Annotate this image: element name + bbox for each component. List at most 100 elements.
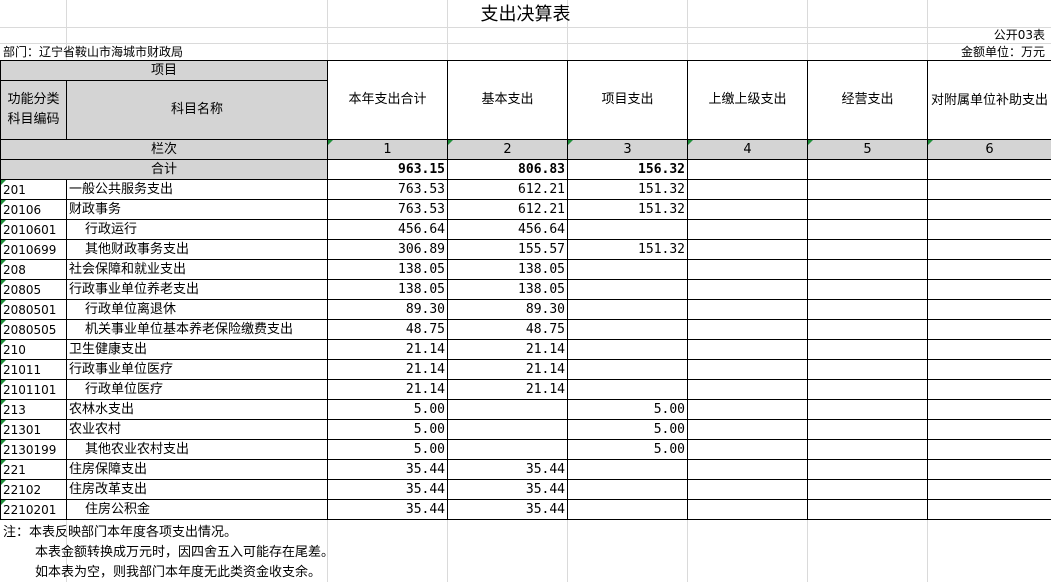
row-cell-project[interactable]: 5.00 [568,420,688,440]
row-cell-basic[interactable]: 89.30 [448,300,568,320]
row-subject-name[interactable]: 行政运行 [67,220,328,240]
row-subject-name[interactable]: 行政单位离退休 [67,300,328,320]
total-cell-subsidy[interactable] [928,160,1051,180]
row-cell-subsidy[interactable] [928,320,1051,340]
row-cell-subsidy[interactable] [928,300,1051,320]
row-cell-total[interactable]: 456.64 [328,220,448,240]
row-cell-project[interactable] [568,380,688,400]
row-cell-operating[interactable] [808,300,928,320]
row-code[interactable]: 2130199 [1,440,67,460]
row-cell-operating[interactable] [808,280,928,300]
row-cell-upper[interactable] [688,240,808,260]
row-cell-basic[interactable]: 138.05 [448,280,568,300]
row-cell-operating[interactable] [808,340,928,360]
row-subject-name[interactable]: 卫生健康支出 [67,340,328,360]
row-cell-subsidy[interactable] [928,220,1051,240]
row-cell-project[interactable] [568,460,688,480]
row-cell-basic[interactable]: 456.64 [448,220,568,240]
row-cell-basic[interactable]: 21.14 [448,380,568,400]
row-cell-upper[interactable] [688,220,808,240]
row-cell-total[interactable]: 89.30 [328,300,448,320]
row-subject-name[interactable]: 住房公积金 [67,500,328,520]
row-cell-operating[interactable] [808,220,928,240]
row-cell-upper[interactable] [688,360,808,380]
row-subject-name[interactable]: 住房保障支出 [67,460,328,480]
row-code[interactable]: 2101101 [1,380,67,400]
row-cell-upper[interactable] [688,440,808,460]
row-cell-operating[interactable] [808,240,928,260]
row-code[interactable]: 210 [1,340,67,360]
row-cell-basic[interactable]: 138.05 [448,260,568,280]
row-cell-subsidy[interactable] [928,200,1051,220]
row-code[interactable]: 208 [1,260,67,280]
row-cell-operating[interactable] [808,500,928,520]
row-cell-upper[interactable] [688,200,808,220]
row-subject-name[interactable]: 机关事业单位基本养老保险缴费支出 [67,320,328,340]
row-cell-total[interactable]: 763.53 [328,180,448,200]
row-code[interactable]: 2010601 [1,220,67,240]
row-subject-name[interactable]: 其他财政事务支出 [67,240,328,260]
row-cell-upper[interactable] [688,380,808,400]
total-cell-total[interactable]: 963.15 [328,160,448,180]
total-cell-upper[interactable] [688,160,808,180]
row-cell-total[interactable]: 138.05 [328,260,448,280]
row-cell-subsidy[interactable] [928,480,1051,500]
row-cell-subsidy[interactable] [928,460,1051,480]
row-code[interactable]: 20106 [1,200,67,220]
row-subject-name[interactable]: 行政事业单位养老支出 [67,280,328,300]
row-cell-basic[interactable] [448,440,568,460]
row-cell-basic[interactable]: 155.57 [448,240,568,260]
row-cell-subsidy[interactable] [928,260,1051,280]
row-code[interactable]: 2210201 [1,500,67,520]
row-cell-subsidy[interactable] [928,380,1051,400]
row-subject-name[interactable]: 其他农业农村支出 [67,440,328,460]
row-subject-name[interactable]: 住房改革支出 [67,480,328,500]
row-cell-subsidy[interactable] [928,360,1051,380]
row-cell-operating[interactable] [808,320,928,340]
row-cell-project[interactable]: 151.32 [568,240,688,260]
row-cell-total[interactable]: 5.00 [328,400,448,420]
row-cell-project[interactable] [568,260,688,280]
row-cell-operating[interactable] [808,260,928,280]
row-cell-operating[interactable] [808,460,928,480]
row-cell-subsidy[interactable] [928,440,1051,460]
row-cell-subsidy[interactable] [928,180,1051,200]
row-code[interactable]: 20805 [1,280,67,300]
row-cell-basic[interactable]: 35.44 [448,460,568,480]
total-cell-basic[interactable]: 806.83 [448,160,568,180]
row-code[interactable]: 2080505 [1,320,67,340]
row-cell-total[interactable]: 763.53 [328,200,448,220]
row-cell-operating[interactable] [808,180,928,200]
row-cell-upper[interactable] [688,500,808,520]
row-cell-operating[interactable] [808,360,928,380]
row-cell-project[interactable] [568,340,688,360]
row-cell-project[interactable] [568,360,688,380]
row-subject-name[interactable]: 一般公共服务支出 [67,180,328,200]
row-cell-project[interactable] [568,320,688,340]
row-cell-total[interactable]: 138.05 [328,280,448,300]
row-cell-upper[interactable] [688,180,808,200]
row-cell-project[interactable]: 151.32 [568,200,688,220]
row-code[interactable]: 2080501 [1,300,67,320]
row-cell-operating[interactable] [808,480,928,500]
row-cell-subsidy[interactable] [928,240,1051,260]
row-subject-name[interactable]: 行政单位医疗 [67,380,328,400]
row-cell-upper[interactable] [688,280,808,300]
row-cell-basic[interactable]: 48.75 [448,320,568,340]
row-code[interactable]: 21011 [1,360,67,380]
row-cell-project[interactable] [568,220,688,240]
row-cell-upper[interactable] [688,260,808,280]
row-cell-upper[interactable] [688,340,808,360]
row-code[interactable]: 221 [1,460,67,480]
row-cell-subsidy[interactable] [928,280,1051,300]
row-cell-project[interactable] [568,480,688,500]
row-cell-upper[interactable] [688,420,808,440]
row-cell-subsidy[interactable] [928,420,1051,440]
row-cell-basic[interactable] [448,400,568,420]
row-code[interactable]: 22102 [1,480,67,500]
row-cell-basic[interactable] [448,420,568,440]
row-cell-total[interactable]: 306.89 [328,240,448,260]
row-cell-upper[interactable] [688,460,808,480]
row-cell-operating[interactable] [808,440,928,460]
row-cell-operating[interactable] [808,420,928,440]
